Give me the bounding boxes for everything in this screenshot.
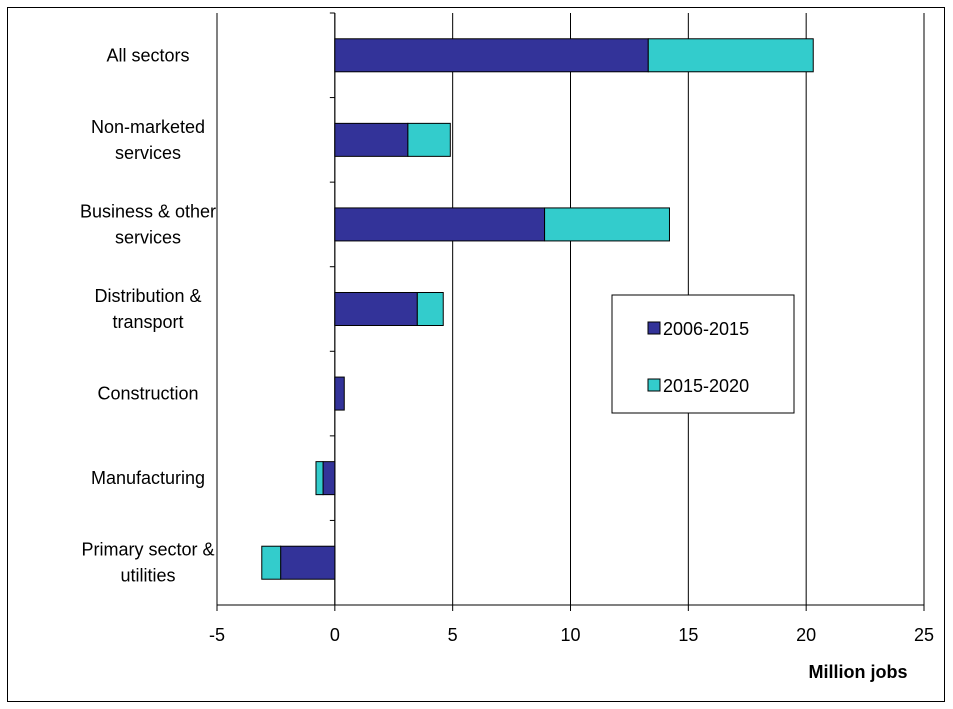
bar-2006-2015-2 bbox=[334, 207, 546, 242]
category-label: services bbox=[115, 143, 181, 163]
category-label: Distribution & bbox=[94, 286, 201, 306]
category-label: services bbox=[115, 227, 181, 247]
legend-swatch-2015-2020 bbox=[647, 378, 661, 392]
category-label: Manufacturing bbox=[91, 468, 205, 488]
bar-2006-2015-5 bbox=[322, 461, 336, 496]
bar-2006-2015-3 bbox=[334, 292, 418, 326]
bar-2006-2015-1 bbox=[334, 122, 409, 157]
category-label: Primary sector & bbox=[81, 540, 214, 560]
x-tick-label: 5 bbox=[448, 625, 458, 645]
x-tick-label: 10 bbox=[560, 625, 580, 645]
bar-2006-2015-4 bbox=[334, 376, 345, 411]
x-tick-label: -5 bbox=[209, 625, 225, 645]
legend-label-2006-2015: 2006-2015 bbox=[663, 319, 749, 339]
bar-2015-2020-0 bbox=[647, 38, 814, 73]
bar-2015-2020-5 bbox=[315, 461, 324, 496]
bar-2015-2020-1 bbox=[407, 122, 451, 157]
category-label: utilities bbox=[120, 566, 175, 586]
legend-label-2015-2020: 2015-2020 bbox=[663, 376, 749, 396]
bar-2015-2020-3 bbox=[416, 292, 444, 326]
bar-2015-2020-6 bbox=[261, 545, 282, 580]
x-tick-label: 0 bbox=[330, 625, 340, 645]
x-axis-label: Million jobs bbox=[809, 662, 908, 682]
x-tick-label: 15 bbox=[678, 625, 698, 645]
bar-2015-2020-2 bbox=[544, 207, 670, 242]
category-label: Business & other bbox=[80, 201, 216, 221]
category-label: transport bbox=[112, 312, 183, 332]
x-tick-label: 25 bbox=[914, 625, 934, 645]
bar-2006-2015-0 bbox=[334, 38, 649, 73]
category-label: All sectors bbox=[106, 45, 189, 65]
legend-swatch-2006-2015 bbox=[647, 321, 661, 335]
x-tick-label: 20 bbox=[796, 625, 816, 645]
legend-box bbox=[611, 294, 795, 414]
category-label: Non-marketed bbox=[91, 117, 205, 137]
category-label: Construction bbox=[97, 384, 198, 404]
bar-2006-2015-6 bbox=[280, 545, 336, 580]
